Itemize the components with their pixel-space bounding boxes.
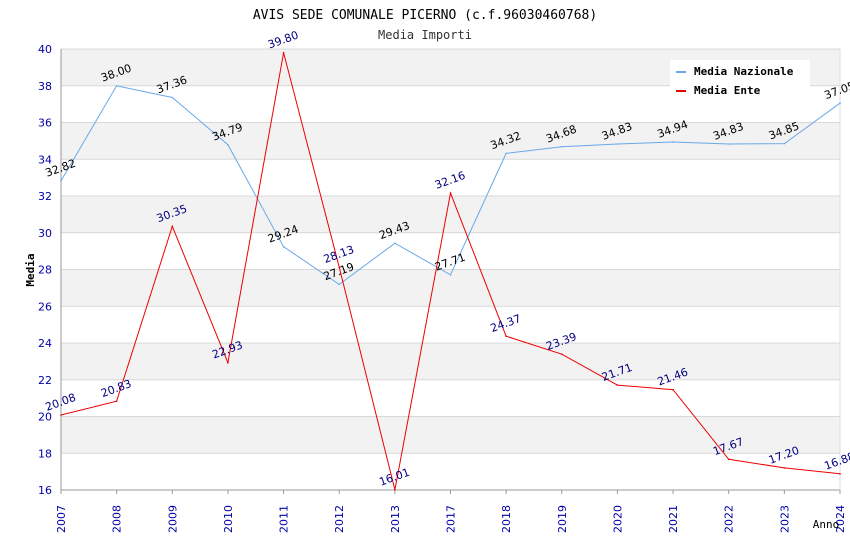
legend-label-nazionale: Media Nazionale	[694, 65, 794, 78]
data-point-ente	[227, 361, 229, 364]
y-tick-label: 32	[38, 190, 52, 203]
x-tick-label: 2012	[333, 505, 346, 533]
x-tick-label: 2020	[611, 505, 624, 533]
data-point-nazionale	[394, 242, 396, 245]
data-point-ente	[115, 400, 118, 403]
x-tick-label: 2022	[723, 505, 736, 533]
chart-subtitle: Media Importi	[378, 28, 472, 42]
x-tick-label: 2013	[389, 505, 402, 533]
plot-band	[61, 416, 840, 454]
y-tick-labels: 16 18 20 22 24 26 28 30 32 34 36 38 40	[38, 43, 52, 497]
data-point-ente	[171, 225, 174, 228]
legend-box	[670, 60, 810, 102]
x-tick-label: 2011	[278, 505, 291, 533]
y-tick-label: 26	[38, 300, 52, 313]
y-tick-label: 34	[38, 153, 52, 166]
data-point-nazionale	[672, 141, 674, 143]
data-label-ente: 16.01	[377, 466, 411, 489]
x-axis-label: Anno	[813, 518, 840, 531]
data-label-ente: 24.37	[489, 312, 523, 335]
data-point-nazionale	[505, 152, 507, 155]
data-point-ente	[560, 353, 563, 356]
plot-band	[61, 196, 840, 233]
plot-band	[61, 122, 840, 160]
data-point-ente	[672, 388, 674, 391]
data-label-ente: 32.16	[433, 169, 467, 192]
data-point-nazionale	[282, 245, 285, 248]
x-tick-label: 2017	[445, 505, 458, 533]
legend-label-ente: Media Ente	[694, 84, 761, 97]
data-point-ente	[338, 266, 341, 268]
x-tick-label: 2021	[667, 505, 680, 533]
y-tick-label: 16	[38, 484, 52, 497]
data-point-nazionale	[560, 145, 563, 148]
data-point-nazionale	[338, 283, 341, 286]
data-label-ente: 20.83	[99, 377, 133, 400]
data-point-ente	[394, 489, 396, 491]
y-tick-label: 24	[38, 337, 52, 350]
y-tick-label: 30	[38, 227, 52, 240]
y-tick-label: 28	[38, 264, 52, 277]
data-point-nazionale	[115, 84, 118, 87]
series-lines	[60, 51, 841, 491]
plot-band	[61, 343, 840, 380]
x-tick-label: 2023	[778, 505, 791, 533]
x-tick-label: 2024	[834, 505, 847, 533]
x-tick-label: 2007	[55, 505, 68, 533]
data-point-nazionale	[60, 180, 62, 182]
data-point-ente	[727, 458, 730, 461]
y-tick-label: 18	[38, 447, 52, 460]
x-tick-label: 2018	[500, 505, 513, 533]
y-tick-label: 36	[38, 117, 52, 130]
data-point-nazionale	[839, 102, 841, 105]
y-tick-label: 40	[38, 43, 52, 56]
data-point-ente	[282, 51, 285, 54]
y-tick-label: 20	[38, 411, 52, 424]
x-tick-label: 2008	[111, 505, 124, 533]
data-point-nazionale	[727, 143, 730, 145]
gridlines	[61, 48, 840, 491]
x-tick-label: 2009	[166, 505, 179, 533]
legend: Media Nazionale Media Ente	[670, 60, 810, 102]
data-point-ente	[505, 335, 507, 338]
data-point-ente	[616, 384, 619, 386]
x-tick-label: 2019	[556, 505, 569, 533]
y-tick-label: 22	[38, 374, 52, 387]
data-point-nazionale	[227, 143, 229, 146]
data-point-ente	[839, 473, 841, 475]
x-tick-label: 2010	[222, 505, 235, 533]
data-label-ente: 39.80	[266, 29, 300, 52]
chart-title: AVIS SEDE COMUNALE PICERNO (c.f.96030460…	[253, 8, 597, 23]
y-tick-label: 38	[38, 80, 52, 93]
data-point-ente	[449, 192, 452, 194]
y-axis-label: Media	[24, 253, 37, 286]
x-tick-labels: 2007 2008 2009 2010 2011 2012 2013 2017 2018 2019…	[55, 490, 847, 533]
data-point-ente	[60, 414, 62, 416]
data-point-ente	[783, 467, 786, 469]
data-point-nazionale	[449, 274, 452, 276]
data-point-nazionale	[616, 143, 619, 145]
data-point-nazionale	[171, 96, 174, 99]
plot-background	[61, 49, 840, 454]
data-point-nazionale	[783, 142, 786, 145]
